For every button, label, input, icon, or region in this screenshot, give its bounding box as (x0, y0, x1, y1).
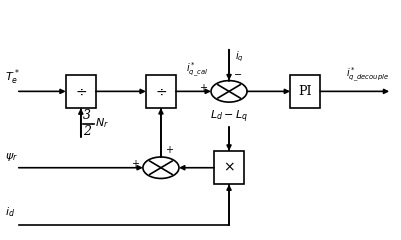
Text: $\div$: $\div$ (154, 84, 166, 98)
Text: $-$: $-$ (233, 68, 241, 78)
Text: +: + (164, 144, 172, 155)
Text: $i_q$: $i_q$ (235, 50, 243, 64)
Bar (213, 151, 243, 184)
Text: $L_d - L_q$: $L_d - L_q$ (210, 108, 247, 125)
Text: 3: 3 (83, 109, 91, 122)
Text: $T_e^*$: $T_e^*$ (5, 67, 19, 87)
Text: $\div$: $\div$ (75, 84, 87, 98)
Text: +: + (131, 159, 139, 169)
Text: +: + (198, 83, 207, 93)
Bar (146, 75, 176, 108)
Text: $\psi_r$: $\psi_r$ (5, 151, 18, 163)
Text: $\times$: $\times$ (223, 161, 234, 175)
Text: $i^*_{q\_cal}$: $i^*_{q\_cal}$ (186, 61, 208, 79)
Text: $i^*_{q\_decouple}$: $i^*_{q\_decouple}$ (345, 66, 388, 84)
Text: 2: 2 (83, 125, 91, 138)
Text: $i_d$: $i_d$ (5, 205, 15, 219)
Text: PI: PI (298, 85, 311, 98)
Bar (66, 75, 95, 108)
Bar (290, 75, 319, 108)
Text: $N_r$: $N_r$ (95, 117, 109, 131)
